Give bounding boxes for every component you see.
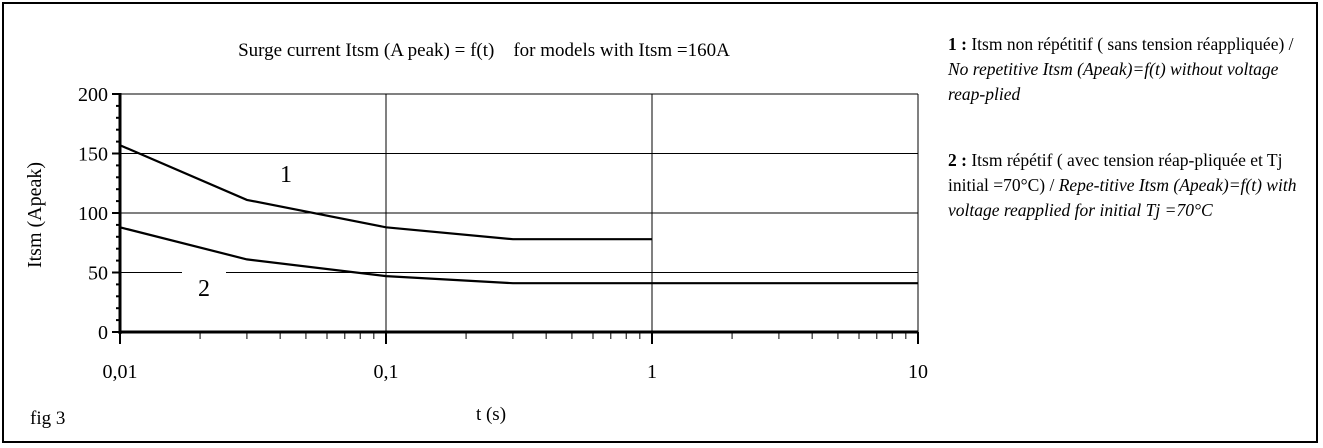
note-1: 1 : Itsm non répétitif ( sans tension ré… [948, 32, 1314, 107]
x-tick-label: 0,1 [374, 361, 399, 383]
x-tick-label: 1 [647, 361, 657, 383]
y-tick-label: 50 [88, 263, 108, 285]
axes [112, 93, 919, 344]
figure-label: fig 3 [30, 408, 65, 429]
tick-labels: 0 50 100 150 200 0,01 0,1 1 10 [78, 84, 928, 383]
series-label-2: 2 [198, 276, 210, 302]
x-tick-label: 0,01 [103, 361, 138, 383]
note-2-id: 2 : [948, 150, 967, 170]
legend-notes: 1 : Itsm non répétitif ( sans tension ré… [948, 32, 1314, 223]
surge-current-chart: Surge current Itsm (A peak) = f(t) for m… [24, 40, 928, 429]
y-tick-label: 150 [78, 144, 108, 166]
series-label-bg [264, 155, 308, 185]
x-axis-label: t (s) [476, 404, 506, 425]
series-label-1: 1 [280, 162, 292, 188]
note-1-id: 1 : [948, 34, 967, 54]
note-1-text: Itsm non répétitif ( sans tension réappl… [966, 34, 1294, 54]
chart-title: Surge current Itsm (A peak) = f(t) for m… [238, 40, 730, 61]
note-2-italic: Repe-titive Itsm (Apeak)=f(t) with volta… [948, 175, 1297, 220]
note-2-text: Itsm répétif ( avec tension réap-pliquée… [948, 150, 1283, 195]
series-line-2 [119, 226, 918, 285]
note-2: 2 : Itsm répétif ( avec tension réap-pli… [948, 148, 1314, 223]
series-lines: 12 [119, 144, 918, 302]
x-tick-label: 10 [908, 361, 928, 383]
series-line-1 [119, 144, 652, 241]
grid-layer [120, 93, 919, 332]
y-tick-label: 0 [98, 322, 108, 344]
note-1-italic: No repetitive Itsm (Apeak)=f(t) without … [948, 59, 1279, 104]
y-tick-label: 100 [78, 203, 108, 225]
figure-frame: Surge current Itsm (A peak) = f(t) for m… [2, 2, 1318, 443]
y-tick-label: 200 [78, 84, 108, 106]
series-label-bg [182, 269, 226, 299]
y-axis-label: Itsm (Apeak) [24, 162, 46, 268]
